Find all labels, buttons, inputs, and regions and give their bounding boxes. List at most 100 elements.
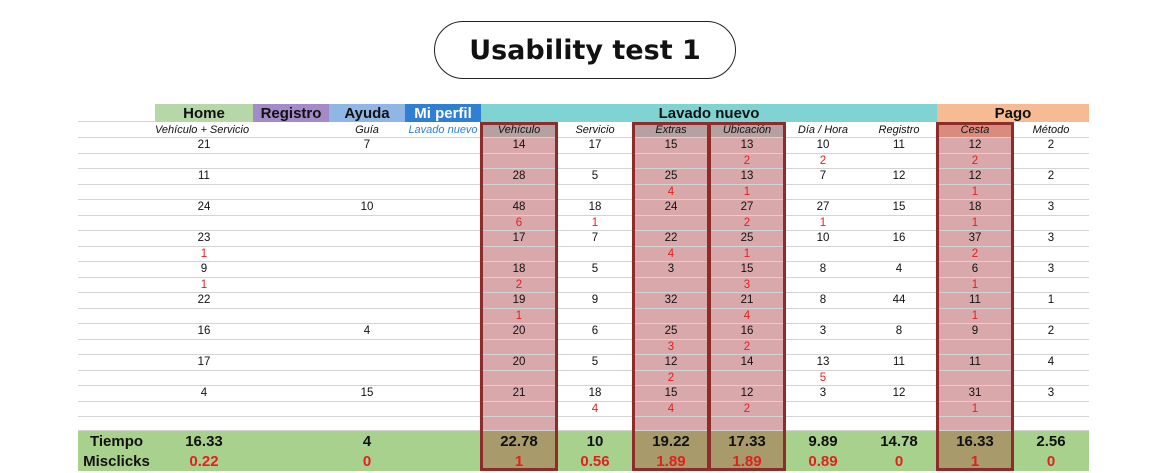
- misclick-cell: [785, 278, 861, 293]
- time-cell: 11: [937, 355, 1013, 371]
- time-cell: [405, 355, 481, 371]
- time-cell: 10: [785, 138, 861, 154]
- misclick-cell: 3: [709, 277, 785, 293]
- misclick-cell: [785, 402, 861, 417]
- subheader: Extras: [633, 122, 709, 138]
- time-cell: 14: [481, 138, 557, 154]
- misclick-cell: [405, 309, 481, 324]
- misclick-cell: [155, 154, 253, 169]
- time-cell: 3: [1013, 386, 1089, 402]
- blank-cell: [78, 293, 155, 309]
- time-cell: 27: [785, 200, 861, 216]
- time-cell: [253, 355, 329, 371]
- misclick-cell: 1: [937, 184, 1013, 200]
- time-cell: [253, 231, 329, 247]
- time-cell: 2: [1013, 138, 1089, 154]
- misclick-cell: [253, 340, 329, 355]
- blank-cell: [1013, 417, 1089, 431]
- misclick-cell: 4: [633, 246, 709, 262]
- misclick-cell: [1013, 402, 1089, 417]
- misclick-cell: [405, 371, 481, 386]
- time-cell: 14: [709, 355, 785, 371]
- time-cell: 10: [785, 231, 861, 247]
- blank-cell: [78, 231, 155, 247]
- summary-label: Tiempo: [78, 431, 155, 451]
- misclick-cell: [253, 154, 329, 169]
- misclick-cell: 2: [633, 370, 709, 386]
- blank-cell: [329, 417, 405, 431]
- misclick-cell: [329, 185, 405, 200]
- summary-label: Misclicks: [78, 451, 155, 471]
- time-cell: 3: [785, 386, 861, 402]
- title: Usability test 1: [434, 21, 736, 79]
- blank-cell: [78, 340, 155, 355]
- subheader: Día / Hora: [785, 122, 861, 138]
- blank-cell: [78, 104, 155, 122]
- time-cell: 3: [1013, 231, 1089, 247]
- time-cell: 21: [709, 293, 785, 309]
- time-cell: 5: [557, 262, 633, 278]
- blank-cell: [557, 417, 633, 431]
- time-cell: 27: [709, 200, 785, 216]
- time-cell: [253, 262, 329, 278]
- time-cell: 18: [557, 200, 633, 216]
- time-cell: 37: [937, 231, 1013, 247]
- misclick-cell: [481, 339, 557, 355]
- time-cell: 25: [633, 324, 709, 340]
- misclick-cell: [405, 216, 481, 231]
- subheader: Vehículo: [481, 122, 557, 138]
- misclick-cell: 2: [709, 401, 785, 417]
- misclick-cell: 4: [633, 184, 709, 200]
- time-cell: 23: [155, 231, 253, 247]
- misclick-cell: [405, 340, 481, 355]
- misclick-cell: [253, 278, 329, 293]
- misclick-cell: [329, 340, 405, 355]
- misclick-cell: [633, 308, 709, 324]
- time-cell: [405, 138, 481, 154]
- misclick-cell: [557, 185, 633, 200]
- summary-value: 0.22: [155, 451, 253, 471]
- misclick-cell: [633, 277, 709, 293]
- blank-cell: [253, 417, 329, 431]
- time-cell: 3: [785, 324, 861, 340]
- time-cell: 24: [633, 200, 709, 216]
- time-cell: 11: [861, 138, 937, 154]
- misclick-cell: 2: [709, 215, 785, 231]
- misclick-cell: [155, 216, 253, 231]
- summary-value: 4: [329, 431, 405, 451]
- time-cell: 25: [633, 169, 709, 185]
- misclick-cell: [557, 278, 633, 293]
- misclick-cell: [329, 402, 405, 417]
- time-cell: 17: [557, 138, 633, 154]
- misclick-cell: [1013, 340, 1089, 355]
- time-cell: 8: [785, 262, 861, 278]
- summary-value: [405, 451, 481, 471]
- misclick-cell: [405, 185, 481, 200]
- misclick-cell: [329, 247, 405, 262]
- blank-cell: [481, 417, 557, 431]
- time-cell: 8: [785, 293, 861, 309]
- misclick-cell: [1013, 185, 1089, 200]
- blank-cell: [405, 417, 481, 431]
- misclick-cell: [481, 246, 557, 262]
- time-cell: [329, 231, 405, 247]
- misclick-cell: [861, 309, 937, 324]
- time-cell: 12: [937, 169, 1013, 185]
- time-cell: 10: [329, 200, 405, 216]
- blank-cell: [155, 417, 253, 431]
- misclick-cell: [329, 309, 405, 324]
- subheader: Ubicación: [709, 122, 785, 138]
- blank-cell: [78, 138, 155, 154]
- time-cell: 12: [709, 386, 785, 402]
- misclick-cell: [861, 185, 937, 200]
- summary-value: 1: [937, 451, 1013, 471]
- time-cell: 20: [481, 324, 557, 340]
- misclick-cell: 5: [785, 371, 861, 386]
- misclick-cell: 1: [709, 246, 785, 262]
- time-cell: [405, 324, 481, 340]
- misclick-cell: [861, 402, 937, 417]
- blank-cell: [78, 417, 155, 431]
- time-cell: 12: [861, 386, 937, 402]
- summary-value: 0: [1013, 451, 1089, 471]
